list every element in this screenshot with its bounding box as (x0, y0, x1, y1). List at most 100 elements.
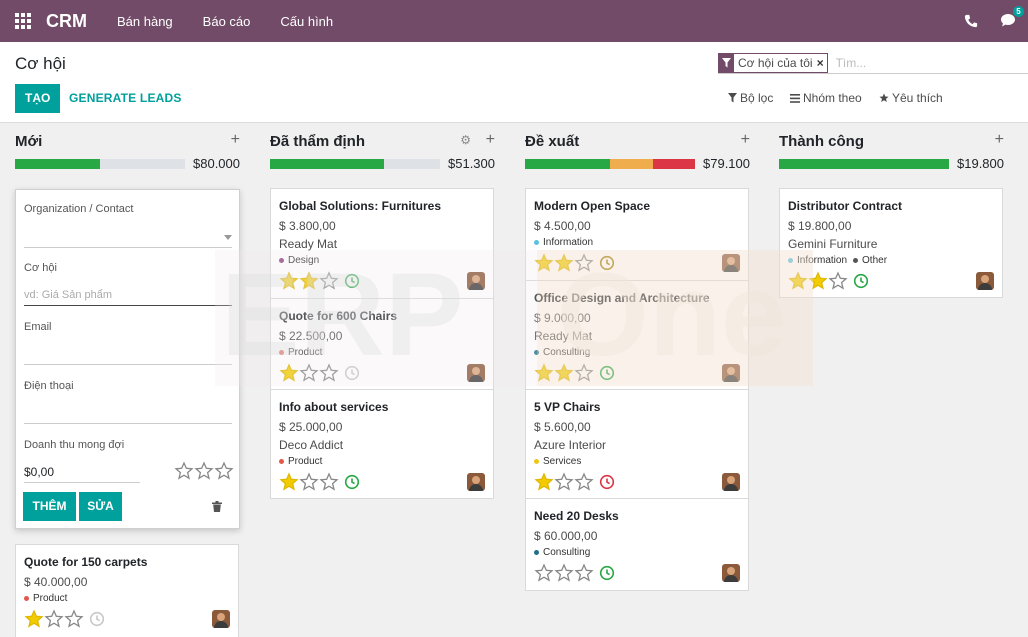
avatar[interactable] (722, 473, 740, 491)
avatar[interactable] (212, 610, 230, 628)
activity-clock-icon[interactable] (84, 611, 105, 627)
group-by-button[interactable]: Nhóm theo (790, 91, 862, 105)
add-button[interactable]: THÊM (23, 492, 76, 521)
favorites-button[interactable]: Yêu thích (879, 91, 943, 105)
star-filled-icon[interactable] (279, 363, 299, 383)
star-empty-icon[interactable] (319, 472, 339, 492)
star-empty-icon[interactable] (828, 271, 848, 291)
star-empty-icon[interactable] (554, 563, 574, 583)
priority-stars[interactable] (24, 609, 105, 629)
column-title[interactable]: Đề xuất (525, 133, 580, 150)
menu-sales[interactable]: Bán hàng (117, 13, 173, 29)
messages-icon[interactable]: 5 (1000, 6, 1024, 29)
priority-stars[interactable] (534, 563, 615, 583)
org-contact-field[interactable] (24, 247, 232, 248)
opportunity-card[interactable]: Quote for 600 Chairs $ 22.500,00 Product (270, 298, 494, 390)
quick-add-icon[interactable]: + (230, 131, 240, 148)
priority-stars[interactable] (534, 253, 615, 273)
edit-button[interactable]: SỬA (79, 492, 122, 521)
dropdown-caret-icon[interactable] (224, 235, 232, 240)
email-field[interactable] (24, 364, 232, 365)
star-empty-icon[interactable] (299, 472, 319, 492)
star-empty-icon[interactable] (319, 271, 339, 291)
avatar[interactable] (722, 364, 740, 382)
priority-stars[interactable] (174, 461, 234, 481)
star-filled-icon[interactable] (279, 271, 299, 291)
star-filled-icon[interactable] (534, 472, 554, 492)
quick-add-icon[interactable]: + (740, 131, 750, 148)
apps-menu-icon[interactable] (0, 0, 46, 42)
avatar[interactable] (976, 272, 994, 290)
priority-stars[interactable] (279, 271, 360, 291)
star-empty-icon[interactable] (574, 363, 594, 383)
opportunity-card[interactable]: Global Solutions: Furnitures $ 3.800,00 Re… (270, 188, 494, 299)
progress-segment[interactable] (15, 159, 100, 169)
phone-icon[interactable] (964, 14, 978, 28)
star-empty-icon[interactable] (299, 363, 319, 383)
star-filled-icon[interactable] (788, 271, 808, 291)
star-empty-icon[interactable] (574, 253, 594, 273)
column-progress-bar[interactable] (779, 159, 949, 169)
avatar[interactable] (467, 364, 485, 382)
column-progress-bar[interactable] (270, 159, 440, 169)
star-filled-icon[interactable] (24, 609, 44, 629)
opportunity-card[interactable]: Office Design and Architecture $ 9.000,00… (525, 280, 749, 390)
remove-facet-icon[interactable]: × (816, 55, 824, 70)
activity-clock-icon[interactable] (339, 365, 360, 381)
search-input[interactable] (835, 55, 986, 70)
priority-stars[interactable] (279, 472, 360, 492)
opportunity-field[interactable]: vd: Giá Sản phẩm (24, 289, 113, 301)
activity-clock-icon[interactable] (339, 474, 360, 490)
trash-icon[interactable] (212, 501, 222, 512)
opportunity-card[interactable]: Info about services $ 25.000,00 Deco Addic… (270, 389, 494, 499)
priority-stars[interactable] (279, 363, 360, 383)
opportunity-card[interactable]: 5 VP Chairs $ 5.600,00 Azure Interior Servi… (525, 389, 749, 499)
star-filled-icon[interactable] (808, 271, 828, 291)
star-empty-icon[interactable] (534, 563, 554, 583)
column-title[interactable]: Thành công (779, 133, 864, 150)
star-filled-icon[interactable] (554, 253, 574, 273)
opportunity-card[interactable]: Distributor Contract $ 19.800,00 Gemini Fu… (779, 188, 1003, 298)
star-empty-icon[interactable] (64, 609, 84, 629)
star-empty-icon[interactable] (319, 363, 339, 383)
generate-leads-button[interactable]: GENERATE LEADS (69, 91, 182, 105)
avatar[interactable] (467, 272, 485, 290)
column-progress-bar[interactable] (525, 159, 695, 169)
avatar[interactable] (722, 564, 740, 582)
star-empty-icon[interactable] (214, 461, 234, 481)
star-empty-icon[interactable] (574, 563, 594, 583)
progress-segment[interactable] (779, 159, 949, 169)
quick-add-icon[interactable]: + (485, 131, 495, 148)
column-title[interactable]: Đã thẩm định (270, 133, 366, 150)
expected-revenue-field[interactable]: $0,00 (24, 465, 55, 479)
gear-icon[interactable]: ⚙ (460, 133, 471, 147)
star-filled-icon[interactable] (299, 271, 319, 291)
activity-clock-icon[interactable] (339, 273, 360, 289)
star-empty-icon[interactable] (194, 461, 214, 481)
app-brand[interactable]: CRM (46, 10, 87, 31)
star-filled-icon[interactable] (279, 472, 299, 492)
star-filled-icon[interactable] (534, 253, 554, 273)
star-empty-icon[interactable] (554, 472, 574, 492)
star-empty-icon[interactable] (574, 472, 594, 492)
menu-configuration[interactable]: Cấu hình (280, 13, 334, 29)
activity-clock-icon[interactable] (594, 474, 615, 490)
filters-button[interactable]: Bộ lọc (728, 91, 773, 105)
activity-clock-icon[interactable] (594, 255, 615, 271)
progress-segment[interactable] (270, 159, 384, 169)
star-filled-icon[interactable] (554, 363, 574, 383)
priority-stars[interactable] (788, 271, 869, 291)
priority-stars[interactable] (534, 363, 615, 383)
column-title[interactable]: Mới (15, 133, 43, 150)
avatar[interactable] (467, 473, 485, 491)
progress-segment[interactable] (652, 159, 695, 169)
progress-segment[interactable] (525, 159, 610, 169)
star-empty-icon[interactable] (174, 461, 194, 481)
avatar[interactable] (722, 254, 740, 272)
activity-clock-icon[interactable] (594, 365, 615, 381)
star-empty-icon[interactable] (44, 609, 64, 629)
menu-reporting[interactable]: Báo cáo (202, 13, 251, 29)
quick-add-icon[interactable]: + (994, 131, 1004, 148)
activity-clock-icon[interactable] (594, 565, 615, 581)
create-button[interactable]: TẠO (15, 84, 61, 113)
